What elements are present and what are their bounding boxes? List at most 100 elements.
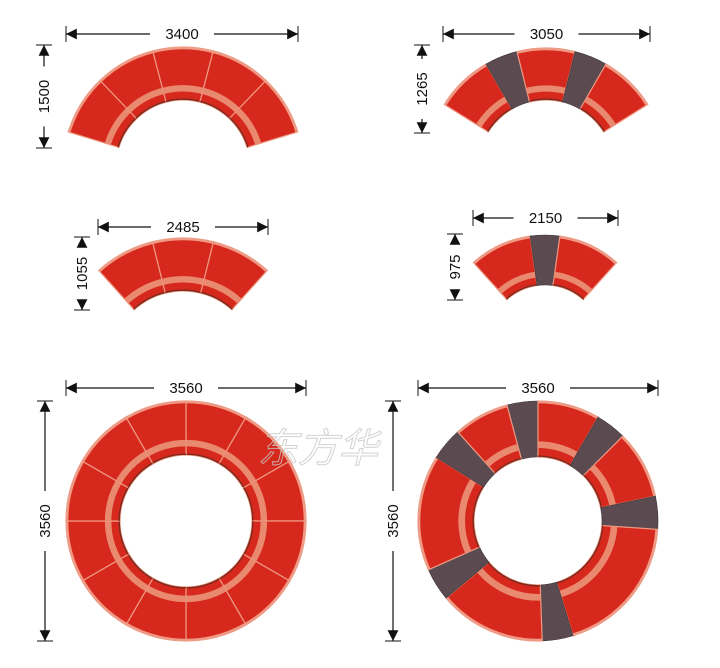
seat-stripe: [124, 278, 164, 304]
back-edge: [152, 238, 214, 244]
back-edge: [244, 579, 290, 625]
two-module-arc-with-wedge: 2150 975: [447, 210, 619, 301]
back-edge: [572, 529, 658, 636]
seat-stripe: [145, 439, 187, 457]
five-module-arc: 3400 1500: [36, 26, 299, 149]
back-edge: [287, 461, 306, 522]
back-edge: [212, 50, 266, 83]
seat-module: [151, 237, 215, 294]
seat-module: [185, 577, 247, 642]
depth-dimension-label: 1055: [74, 257, 91, 290]
seat-stripe: [458, 478, 477, 554]
back-edge: [559, 236, 617, 265]
back-edge: [418, 457, 439, 570]
seat-stripe: [115, 558, 149, 592]
width-dimension-label: 2485: [166, 219, 199, 236]
seat-module: [242, 520, 307, 582]
back-edge: [126, 401, 187, 420]
seat-stripe: [162, 85, 204, 94]
width-dimension-label: 3400: [165, 26, 198, 43]
seat-module: [579, 63, 649, 133]
three-module-arc: 2485 1055: [74, 219, 269, 311]
back-edge: [68, 80, 102, 133]
seat-stripe: [497, 271, 537, 294]
seat-module: [228, 79, 299, 149]
seat-module: [67, 79, 138, 149]
seat-module: [555, 524, 659, 637]
width-dimension-label: 3050: [530, 26, 563, 43]
seat-module: [443, 63, 513, 133]
seat-module: [582, 435, 657, 509]
depth-dimension-label: 975: [447, 254, 464, 279]
seat-module: [97, 241, 167, 311]
arc-with-gray-wedges: 3050 1265: [414, 26, 651, 134]
back-edge: [264, 80, 298, 133]
seat-stripe: [223, 450, 257, 484]
depth-dimension-label: 1265: [414, 72, 431, 105]
seat-module: [81, 553, 154, 626]
seat-stripe: [185, 439, 227, 457]
seat-module: [516, 47, 576, 103]
back-edge: [66, 461, 85, 522]
depth-dimension-label: 3560: [385, 504, 402, 537]
seat-module: [125, 400, 187, 465]
seat-stripe: [202, 278, 242, 304]
seat-stripe: [584, 96, 617, 128]
seat-module: [218, 416, 291, 489]
seat-stripe: [475, 96, 508, 128]
back-edge: [446, 596, 543, 641]
full-circle-with-wedges: 3560 3560: [385, 380, 659, 642]
seat-stripe: [559, 526, 618, 598]
seat-stripe: [484, 444, 520, 467]
back-edge: [473, 236, 531, 265]
back-edge: [152, 47, 214, 54]
watermark: 东方华: [258, 426, 382, 472]
seat-stripe: [476, 567, 541, 601]
seat-module: [445, 561, 543, 642]
depth-dimension-label: 3560: [37, 504, 54, 537]
seat-module: [199, 50, 267, 120]
width-dimension-label: 3560: [169, 380, 202, 397]
seat-stripe: [201, 87, 240, 113]
back-edge: [287, 520, 306, 581]
back-edge: [244, 417, 290, 463]
seat-module: [242, 460, 307, 522]
seat-module: [185, 400, 247, 465]
back-edge: [66, 520, 85, 581]
full-circle: 3560 3560: [37, 380, 307, 642]
seat-stripe: [126, 87, 165, 113]
width-dimension-label: 3560: [521, 380, 554, 397]
seat-module: [99, 50, 167, 120]
depth-dimension-label: 1500: [36, 80, 53, 113]
back-edge: [126, 622, 187, 641]
seat-stripe: [235, 107, 262, 146]
seat-module: [537, 400, 599, 467]
back-edge: [185, 401, 246, 420]
back-edge: [604, 64, 648, 106]
seat-stripe: [185, 585, 227, 603]
seat-stripe: [145, 585, 187, 603]
back-edge: [457, 405, 508, 434]
seat-stripe: [537, 441, 578, 458]
seat-module: [218, 553, 291, 626]
seat-stripe: [104, 480, 122, 522]
seat-stripe: [161, 276, 205, 285]
back-edge: [98, 241, 154, 273]
seat-module: [456, 404, 523, 475]
seat-stripe: [250, 480, 268, 522]
back-edge: [82, 417, 128, 463]
seat-module: [552, 235, 618, 301]
seat-module: [199, 241, 269, 311]
back-edge: [516, 48, 576, 54]
seat-stripe: [104, 107, 131, 146]
seat-module: [472, 235, 538, 301]
back-edge: [82, 579, 128, 625]
seat-stripe: [223, 558, 257, 592]
seat-stripe: [589, 464, 616, 506]
back-edge: [537, 401, 598, 420]
seat-module: [417, 456, 485, 571]
back-edge: [100, 50, 154, 83]
back-edge: [212, 241, 268, 273]
